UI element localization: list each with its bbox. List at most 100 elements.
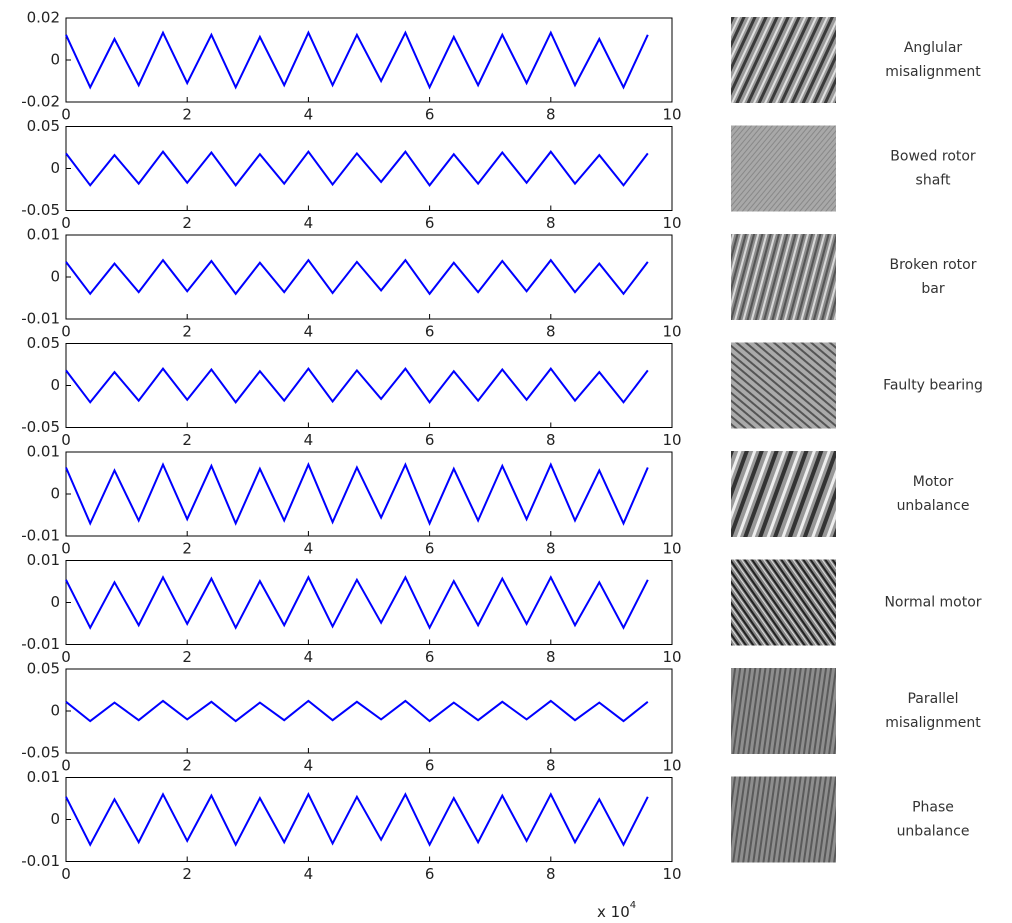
y-tick-label: -0.01 — [21, 635, 60, 653]
x-tick-label: 0 — [61, 865, 71, 883]
x-tick-label: 8 — [546, 431, 556, 449]
x-tick-label: 4 — [304, 865, 314, 883]
y-tick-label: 0.05 — [27, 117, 60, 135]
x-tick-label: 10 — [662, 431, 681, 449]
y-tick-label: 0 — [50, 810, 60, 828]
fault-label: unbalance — [897, 824, 970, 840]
x-tick-label: 8 — [546, 648, 556, 666]
x-tick-label: 10 — [662, 323, 681, 341]
x-tick-label: 6 — [425, 106, 435, 124]
fault-label: Phase — [912, 800, 954, 816]
y-tick-label: 0 — [50, 702, 60, 720]
fault-label: misalignment — [885, 715, 981, 731]
y-tick-label: -0.05 — [21, 418, 60, 436]
signal-line — [65, 30, 649, 90]
x-tick-label: 4 — [304, 648, 314, 666]
x-tick-label: 4 — [304, 431, 314, 449]
fault-label: Bowed rotor — [890, 149, 976, 165]
y-tick-label: 0.02 — [27, 9, 60, 27]
x-tick-label: 10 — [662, 214, 681, 232]
x-tick-label: 10 — [662, 540, 681, 558]
texture-image — [731, 234, 836, 320]
x-tick-label: 10 — [662, 865, 681, 883]
x-tick-label: 0 — [61, 648, 71, 666]
texture-image — [731, 17, 836, 103]
fault-label: unbalance — [897, 498, 970, 514]
x-tick-label: 2 — [182, 106, 192, 124]
x-tick-label: 0 — [61, 540, 71, 558]
signal-line — [65, 462, 649, 526]
x-tick-label: 4 — [304, 540, 314, 558]
x-scale-exponent: 4 — [630, 900, 636, 911]
x-tick-label: 6 — [425, 431, 435, 449]
fault-label: Normal motor — [884, 595, 981, 611]
x-tick-label: 8 — [546, 214, 556, 232]
y-tick-label: 0 — [50, 159, 60, 177]
texture-image — [731, 342, 836, 429]
x-tick-label: 6 — [425, 214, 435, 232]
fault-label: misalignment — [885, 64, 981, 80]
x-tick-label: 6 — [425, 865, 435, 883]
signal-line — [65, 367, 649, 404]
y-tick-label: 0.05 — [27, 660, 60, 678]
x-tick-label: 6 — [425, 648, 435, 666]
x-tick-label: 6 — [425, 323, 435, 341]
x-tick-label: 6 — [425, 540, 435, 558]
texture-image — [731, 559, 836, 646]
texture-image — [731, 776, 836, 863]
fault-label: Faulty bearing — [883, 378, 983, 394]
fault-label: bar — [921, 281, 944, 297]
y-tick-label: -0.01 — [21, 527, 60, 545]
x-tick-label: 8 — [546, 106, 556, 124]
x-tick-label: 8 — [546, 323, 556, 341]
x-scale-label: x 104 — [597, 900, 636, 921]
x-tick-label: 2 — [182, 540, 192, 558]
signal-line — [65, 575, 649, 630]
y-tick-label: 0.01 — [27, 551, 60, 569]
signal-line — [65, 258, 649, 296]
y-tick-label: 0 — [50, 268, 60, 286]
fault-label: Broken rotor — [890, 257, 977, 273]
x-tick-label: 8 — [546, 865, 556, 883]
x-scale-base: x 10 — [597, 903, 630, 921]
y-tick-label: -0.01 — [21, 310, 60, 328]
x-tick-label: 2 — [182, 214, 192, 232]
y-tick-label: -0.05 — [21, 201, 60, 219]
y-tick-label: -0.02 — [21, 93, 60, 111]
y-tick-label: -0.05 — [21, 744, 60, 762]
x-tick-label: 4 — [304, 323, 314, 341]
y-tick-label: 0.01 — [27, 226, 60, 244]
x-tick-label: 0 — [61, 106, 71, 124]
x-tick-label: 2 — [182, 648, 192, 666]
signal-line — [65, 150, 649, 187]
x-tick-label: 2 — [182, 431, 192, 449]
texture-image — [731, 451, 836, 537]
x-tick-label: 2 — [182, 865, 192, 883]
x-tick-label: 4 — [304, 106, 314, 124]
x-tick-label: 10 — [662, 106, 681, 124]
signal-line — [65, 699, 649, 723]
x-tick-label: 0 — [61, 431, 71, 449]
fault-label: Parallel — [907, 691, 958, 707]
y-tick-label: 0 — [50, 376, 60, 394]
x-tick-label: 2 — [182, 757, 192, 775]
y-tick-label: -0.01 — [21, 852, 60, 870]
x-tick-label: 8 — [546, 540, 556, 558]
x-tick-label: 2 — [182, 323, 192, 341]
texture-image — [731, 125, 836, 212]
x-tick-label: 10 — [662, 648, 681, 666]
x-tick-label: 6 — [425, 757, 435, 775]
y-tick-label: 0.05 — [27, 334, 60, 352]
y-tick-label: 0.01 — [27, 443, 60, 461]
y-tick-label: 0 — [50, 51, 60, 69]
y-tick-label: 0.01 — [27, 768, 60, 786]
x-tick-label: 4 — [304, 214, 314, 232]
texture-image — [731, 668, 836, 754]
signal-line — [65, 792, 649, 847]
y-tick-label: 0 — [50, 593, 60, 611]
fault-label: Anglular — [904, 40, 963, 56]
x-tick-label: 8 — [546, 757, 556, 775]
x-tick-label: 10 — [662, 757, 681, 775]
fault-label: Motor — [913, 474, 954, 490]
